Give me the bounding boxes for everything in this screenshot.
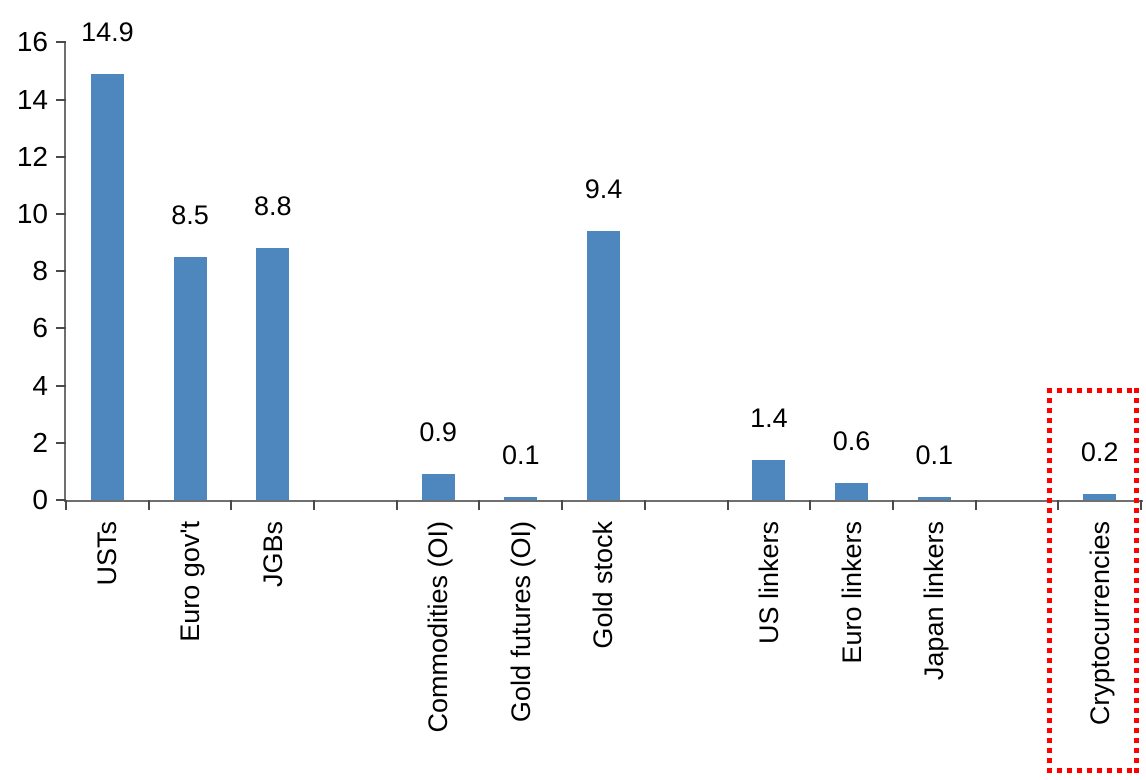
x-tick: [809, 500, 812, 510]
bar-commodities-oi: [421, 474, 455, 500]
bar-jgbs: [256, 248, 290, 500]
bar-value-label-usts: 14.9: [81, 16, 134, 47]
y-tick-label: 14: [16, 83, 48, 115]
highlight-edge-left: [1047, 388, 1052, 773]
bar-value-label-jgbs: 8.8: [253, 191, 292, 222]
bar-value-label-japan-linkers: 0.1: [915, 440, 953, 471]
bar-gold-futures-oi: [504, 497, 538, 500]
x-category-label-japan-linkers: Japan linkers: [919, 521, 950, 681]
y-axis: [64, 43, 66, 502]
y-tick-label: 4: [32, 369, 48, 401]
y-tick: [56, 270, 66, 273]
x-tick: [313, 500, 316, 510]
x-tick: [230, 500, 233, 510]
x-category-label-usts: USTs: [92, 521, 123, 586]
y-tick: [56, 499, 66, 501]
x-tick: [974, 500, 977, 510]
y-tick-label: 8: [32, 255, 48, 287]
x-category-label-euro-gov-t: Euro gov't: [175, 521, 206, 642]
y-tick: [56, 384, 66, 387]
bar-value-label-commodities-oi: 0.9: [419, 417, 457, 448]
y-tick: [56, 41, 66, 44]
y-tick: [56, 327, 66, 330]
bar-usts: [90, 73, 124, 500]
x-tick: [726, 500, 729, 510]
highlight-edge-top: [1047, 388, 1139, 393]
x-category-label-jgbs: JGBs: [257, 521, 288, 588]
y-tick-label: 0: [32, 484, 48, 515]
bar-value-label-gold-stock: 9.4: [584, 174, 623, 205]
y-tick-label: 6: [32, 312, 48, 344]
y-tick-label: 2: [32, 426, 48, 458]
bar-value-label-gold-futures-oi: 0.1: [502, 440, 540, 471]
bar-us-linkers: [752, 459, 786, 500]
x-category-label-commodities-oi: Commodities (OI): [423, 521, 454, 733]
x-category-label-us-linkers: US linkers: [753, 521, 784, 645]
x-tick: [147, 500, 150, 510]
bar-value-label-euro-linkers: 0.6: [832, 425, 871, 456]
y-tick-label: 12: [16, 140, 48, 172]
x-category-label-gold-futures-oi: Gold futures (OI): [505, 521, 536, 723]
y-tick: [56, 441, 66, 444]
y-tick-label: 16: [16, 26, 48, 58]
x-tick: [891, 500, 894, 510]
bar-value-label-euro-gov-t: 8.5: [171, 199, 209, 230]
highlight-box-cryptocurrencies: [1047, 388, 1139, 773]
x-tick: [1057, 500, 1060, 510]
bar-euro-linkers: [835, 482, 869, 500]
x-axis: [64, 500, 1143, 502]
bar-value-label-cryptocurrencies: 0.2: [1080, 437, 1119, 468]
bar-value-label-us-linkers: 1.4: [750, 402, 788, 433]
bar-japan-linkers: [917, 497, 951, 500]
bar-gold-stock: [586, 231, 620, 500]
x-category-label-euro-linkers: Euro linkers: [836, 521, 867, 664]
y-tick: [56, 98, 66, 101]
highlight-edge-bottom: [1047, 768, 1139, 773]
highlight-edge-right: [1134, 388, 1139, 773]
bar-cryptocurrencies: [1083, 494, 1117, 500]
x-tick: [1139, 500, 1142, 510]
x-tick: [478, 500, 481, 510]
y-tick-label: 10: [16, 198, 48, 229]
y-tick: [56, 155, 66, 158]
x-tick: [65, 500, 67, 510]
x-tick: [395, 500, 398, 510]
x-tick: [643, 500, 646, 510]
x-tick: [561, 500, 564, 510]
bar-euro-gov-t: [173, 256, 207, 500]
y-tick: [56, 213, 66, 215]
x-category-label-gold-stock: Gold stock: [588, 521, 619, 649]
